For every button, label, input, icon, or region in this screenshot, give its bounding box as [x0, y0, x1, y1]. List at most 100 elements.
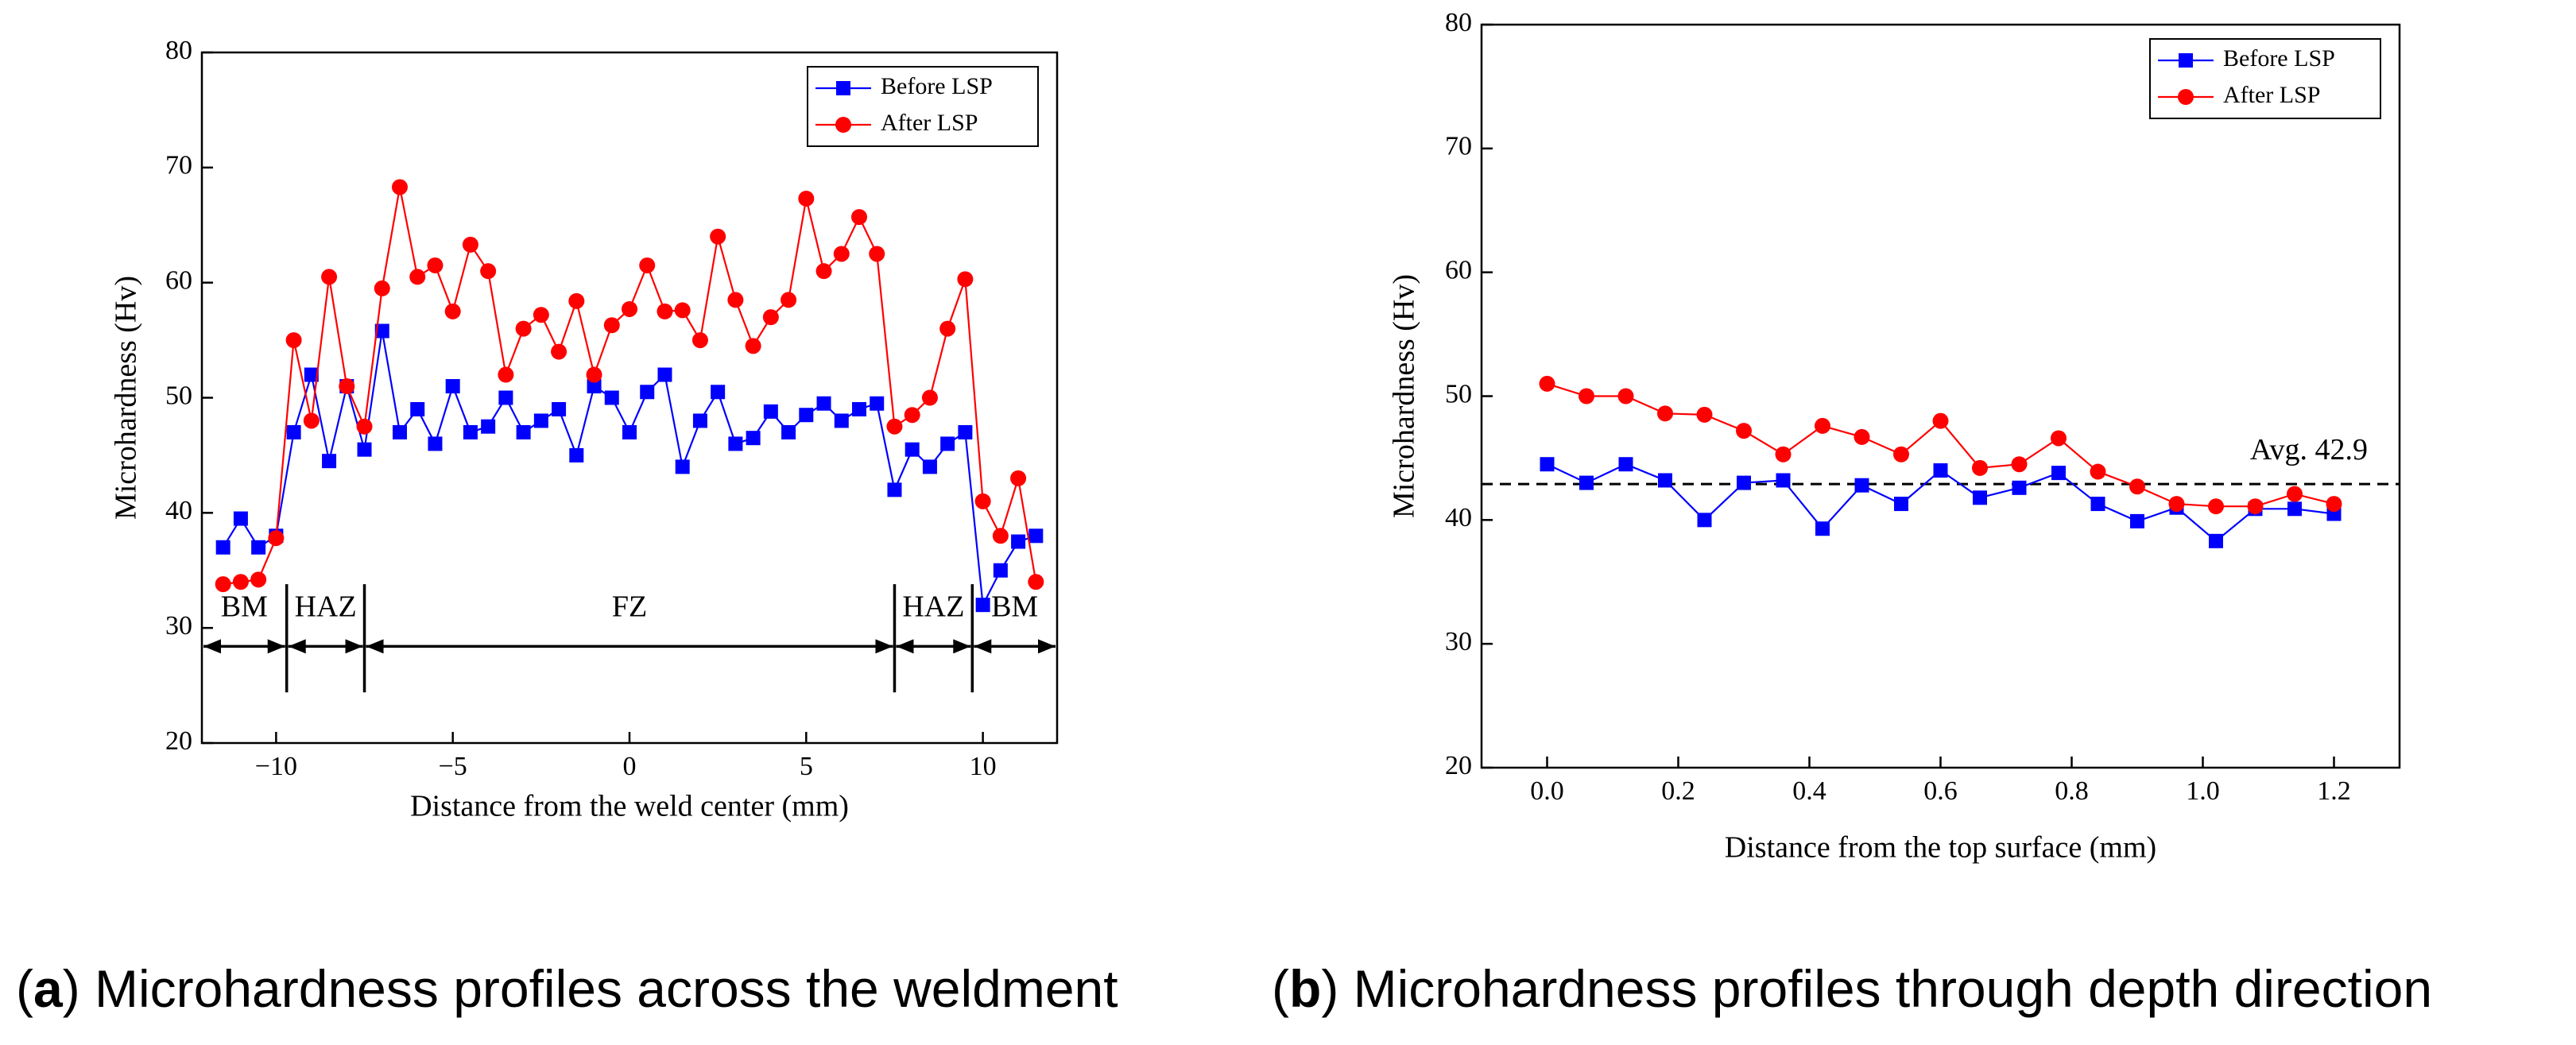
- x-axis-title: Distance from the top surface (mm): [1725, 831, 2156, 865]
- marker: [798, 190, 815, 207]
- y-tick-label: 80: [1445, 8, 1472, 37]
- marker: [374, 323, 389, 339]
- marker: [322, 454, 337, 469]
- y-axis-title: Microhardness (Hv): [110, 276, 143, 520]
- marker: [1972, 459, 1988, 476]
- marker: [762, 309, 779, 326]
- arrowhead: [288, 639, 306, 654]
- arrowhead: [267, 639, 285, 654]
- x-tick-label: 0.0: [1530, 776, 1564, 806]
- caption-part: a: [33, 959, 64, 1018]
- arrowhead: [1038, 639, 1056, 654]
- y-tick-label: 40: [1445, 503, 1472, 532]
- y-tick-label: 50: [165, 381, 192, 410]
- marker: [1815, 521, 1830, 536]
- marker: [552, 401, 567, 416]
- zone-label: HAZ: [295, 590, 357, 624]
- marker: [1539, 375, 1555, 392]
- x-tick-label: −5: [439, 752, 467, 781]
- chart: 20 30 40 50 60 70 80 0.0 0.2 0.4 0.6 0.8 1.0 1.2 Dista…: [1272, 8, 2432, 1019]
- marker: [904, 407, 920, 424]
- zone-label: HAZ: [902, 590, 964, 624]
- arrowhead: [974, 639, 992, 654]
- marker: [250, 571, 267, 588]
- marker: [763, 404, 778, 419]
- marker: [869, 246, 885, 262]
- marker: [781, 292, 797, 308]
- marker: [833, 246, 850, 262]
- marker: [692, 413, 707, 428]
- legend-label: After LSP: [881, 110, 978, 136]
- marker: [1893, 446, 1909, 463]
- series-line: [1547, 382, 2334, 508]
- marker: [1973, 490, 1987, 505]
- marker: [357, 442, 372, 457]
- marker: [1028, 528, 1044, 544]
- caption-part: (: [16, 959, 33, 1018]
- x-axis-title: Distance from the weld center (mm): [410, 790, 849, 823]
- marker: [2168, 496, 2185, 513]
- x-tick-label: 0.4: [1792, 776, 1826, 806]
- marker: [1658, 473, 1672, 488]
- marker: [2209, 533, 2223, 548]
- arrowhead: [896, 639, 914, 654]
- marker: [498, 390, 513, 405]
- marker: [2090, 463, 2106, 480]
- legend-marker: [835, 117, 851, 133]
- marker: [533, 413, 548, 428]
- arrowhead: [953, 639, 971, 654]
- marker: [886, 418, 903, 435]
- arrowhead: [345, 639, 363, 654]
- y-tick-label: 50: [1445, 379, 1472, 408]
- y-tick-label: 30: [1445, 627, 1472, 656]
- caption-part: ) Microhardness profiles across the weld…: [63, 959, 1118, 1018]
- marker: [816, 396, 831, 411]
- marker: [391, 179, 408, 195]
- marker: [1617, 388, 1634, 404]
- legend-box: [807, 66, 1039, 147]
- marker: [639, 257, 656, 273]
- marker: [232, 574, 249, 590]
- marker: [851, 209, 868, 226]
- marker: [303, 412, 320, 429]
- marker: [428, 436, 443, 451]
- marker: [1579, 388, 1594, 404]
- marker: [921, 389, 938, 406]
- marker: [481, 419, 496, 434]
- marker: [1540, 457, 1555, 472]
- marker: [1854, 478, 1869, 493]
- x-tick-label: 5: [800, 752, 813, 781]
- marker: [1932, 412, 1949, 429]
- y-tick-label: 70: [165, 151, 192, 180]
- x-tick-label: 1.0: [2186, 776, 2220, 806]
- marker: [781, 424, 796, 439]
- marker: [516, 424, 531, 439]
- marker: [727, 292, 744, 308]
- marker: [1010, 470, 1027, 486]
- marker: [1697, 513, 1712, 528]
- marker: [675, 459, 690, 474]
- y-tick-label: 80: [165, 36, 192, 65]
- marker: [940, 436, 955, 451]
- marker: [1579, 475, 1594, 490]
- arrowhead: [875, 639, 893, 654]
- marker: [674, 302, 691, 319]
- marker: [745, 338, 761, 354]
- marker: [321, 269, 338, 285]
- marker: [1894, 497, 1908, 512]
- marker: [268, 530, 285, 547]
- marker: [622, 300, 637, 317]
- marker: [1854, 428, 1870, 445]
- marker: [410, 401, 425, 416]
- marker: [587, 379, 602, 394]
- x-tick-label: −10: [255, 752, 297, 781]
- marker: [2287, 501, 2302, 517]
- marker: [1736, 423, 1752, 439]
- marker: [2287, 486, 2303, 502]
- marker: [1815, 417, 1830, 434]
- legend-marker: [2178, 89, 2194, 105]
- marker: [2130, 513, 2144, 528]
- marker: [356, 418, 373, 435]
- arrowhead: [366, 639, 384, 654]
